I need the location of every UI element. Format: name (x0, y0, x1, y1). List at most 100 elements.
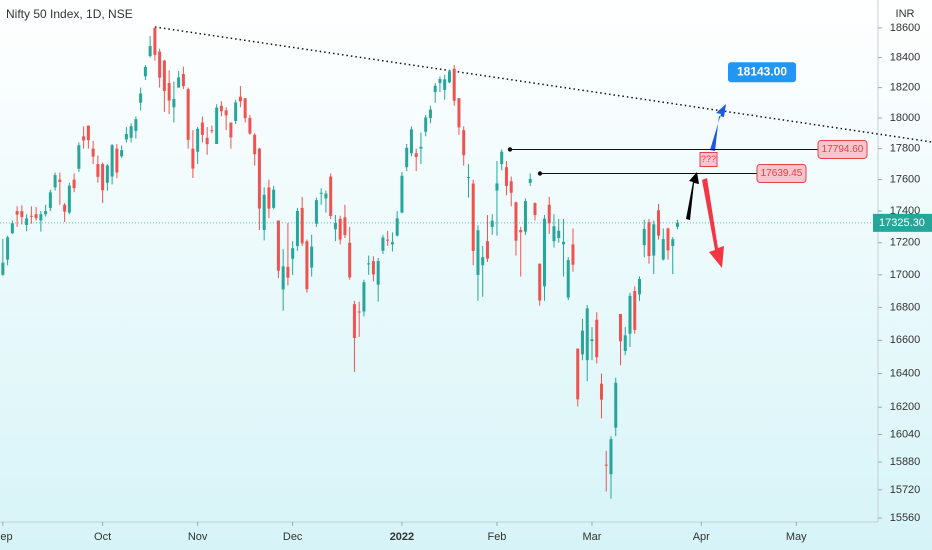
y-tick-label: 16800 (890, 301, 921, 313)
candle-body (566, 260, 570, 298)
candle-body (115, 148, 119, 173)
candle-body (96, 164, 100, 177)
question-label: ??? (701, 154, 716, 164)
candle-body (481, 257, 485, 266)
candle-body (405, 147, 409, 168)
candle-body (48, 192, 52, 208)
candle-body (371, 261, 375, 275)
x-tick-label: Oct (94, 531, 111, 543)
candle-body (324, 193, 328, 199)
candle-body (381, 237, 385, 251)
candle-body (433, 85, 437, 93)
candle-body (490, 220, 494, 227)
candle-body (352, 304, 356, 338)
candle-body (552, 226, 556, 242)
candle-body (238, 96, 242, 102)
candle-body (314, 200, 318, 224)
candle-body (120, 150, 124, 157)
candle-body (319, 192, 323, 194)
candle-body (395, 218, 399, 236)
candle-body (53, 175, 57, 188)
candle-body (509, 181, 513, 193)
candle-body (523, 201, 527, 232)
target-box (728, 62, 796, 83)
candle-body (367, 263, 371, 265)
candle-body (272, 189, 276, 208)
candle-body (305, 241, 309, 290)
candle-body (215, 107, 219, 145)
candle-body (82, 136, 86, 141)
candle-body (191, 148, 195, 169)
candle-body (547, 204, 551, 224)
candle-body (343, 217, 347, 236)
y-tick-label: 16200 (890, 401, 921, 413)
candle-body (348, 242, 352, 278)
question-box (699, 152, 718, 168)
candle-body (609, 439, 613, 475)
candle-body (15, 211, 19, 215)
candle-body (77, 145, 81, 169)
level-anchor (507, 147, 513, 152)
candle-body (519, 230, 523, 233)
candle-body (452, 68, 456, 101)
candle-body (514, 202, 518, 241)
candle-body (595, 319, 599, 358)
candle-body (671, 239, 675, 246)
candle-body (310, 246, 314, 268)
candle-body (143, 66, 147, 77)
candle-body (253, 134, 257, 155)
level-label: 17794.60 (822, 144, 864, 155)
candle-body (576, 348, 580, 400)
candle-body (652, 224, 656, 256)
candle-body (666, 228, 670, 251)
candle-body (376, 261, 380, 285)
candle-body (58, 179, 62, 182)
candle-body (134, 119, 138, 131)
y-tick-label: 18600 (890, 22, 921, 34)
candle-body (219, 105, 223, 112)
candle-body (153, 27, 157, 55)
level-box (817, 139, 868, 159)
candle-body (400, 175, 404, 213)
y-tick-label: 17800 (890, 143, 921, 155)
candle-body (585, 308, 589, 361)
candle-body (329, 176, 333, 217)
candle-body (485, 241, 489, 259)
candle-body (504, 167, 508, 186)
level-box (756, 164, 807, 184)
candle-body (286, 266, 290, 278)
candle-body (67, 185, 71, 213)
candle-body (105, 165, 109, 183)
candle-body (200, 122, 204, 135)
level-anchor (537, 171, 543, 176)
candle-body (248, 117, 252, 134)
blue-arrow (710, 104, 726, 151)
candle-body (162, 60, 166, 91)
candle-body (618, 313, 622, 342)
candle-body (390, 242, 394, 245)
candle-body (419, 146, 423, 149)
candle-body (614, 382, 618, 428)
black-arrow (686, 172, 699, 220)
candle-body (338, 218, 342, 240)
candle-body (267, 187, 271, 209)
candle-body (557, 230, 561, 238)
candle-body (623, 335, 627, 352)
chart-title: Nifty 50 Index, 1D, NSE (6, 7, 133, 21)
candle-body (466, 177, 470, 179)
target-label: 18143.00 (737, 64, 787, 78)
y-tick-label: 15560 (890, 512, 921, 524)
candle-body (124, 134, 128, 140)
last-price-box (873, 213, 932, 232)
y-tick-label: 16400 (890, 367, 921, 379)
candle-body (599, 383, 603, 400)
y-tick-label: 18200 (890, 82, 921, 94)
candle-body (661, 239, 665, 260)
axis-unit: INR (896, 8, 915, 20)
candle-body (86, 125, 90, 141)
candle-body (257, 148, 261, 209)
candle-body (10, 223, 14, 234)
candle-body (276, 220, 280, 271)
candle-body (533, 203, 537, 216)
